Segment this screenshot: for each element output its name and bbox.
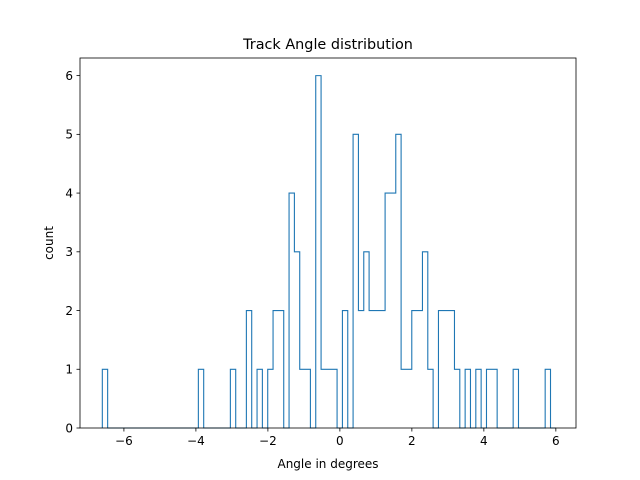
x-tick-label: 2 (408, 434, 416, 448)
histogram-step-line (101, 75, 556, 429)
x-axis-label: Angle in degrees (277, 457, 378, 471)
y-tick-label: 0 (65, 421, 73, 435)
chart-title: Track Angle distribution (242, 37, 413, 53)
y-tick-label: 1 (65, 363, 73, 377)
y-tick-label: 4 (65, 186, 73, 200)
x-tick-label: −2 (259, 434, 277, 448)
x-tick-label: −6 (115, 434, 133, 448)
plot-frame (79, 57, 577, 429)
y-tick-label: 5 (65, 128, 73, 142)
x-tick-label: 0 (336, 434, 344, 448)
x-tick-label: 4 (480, 434, 488, 448)
x-tick-label: −4 (187, 434, 205, 448)
x-axis-ticks: −6 −4 −2 0 2 4 6 (115, 428, 560, 448)
y-tick-label: 6 (65, 69, 73, 83)
y-tick-label: 3 (65, 245, 73, 259)
y-axis-label: count (42, 226, 56, 260)
histogram-step-layer (101, 75, 556, 429)
x-tick-label: 6 (552, 434, 560, 448)
y-axis-ticks: 0 1 2 3 4 5 6 (65, 69, 80, 435)
y-tick-label: 2 (65, 304, 73, 318)
